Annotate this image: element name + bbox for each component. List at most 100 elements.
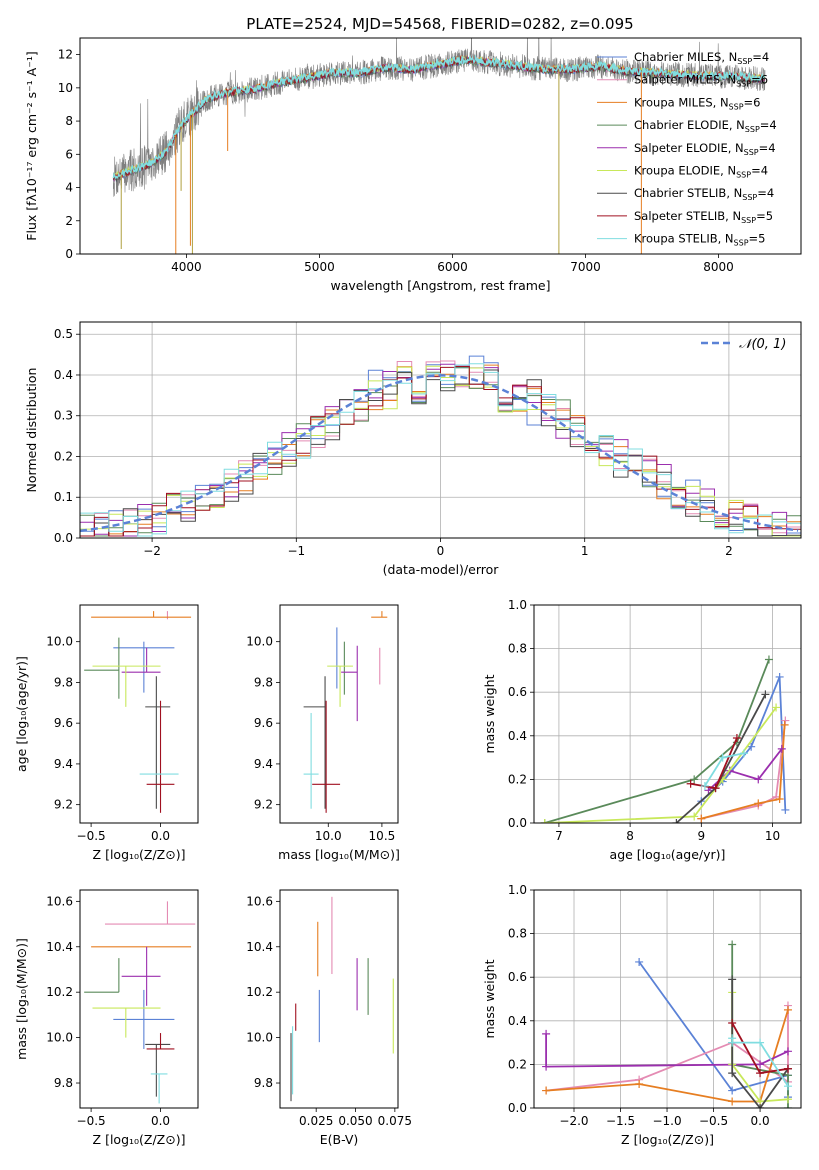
- weight-point-marker: [754, 775, 763, 784]
- y-tick-label: 0.4: [508, 1014, 527, 1028]
- y-tick-label: 0.8: [508, 642, 527, 656]
- y-tick-label: 4: [65, 181, 73, 195]
- y-axis-label: age [log₁₀(age/yr)]: [14, 656, 29, 772]
- plot-area: [84, 611, 192, 813]
- axes-frame: [79, 37, 802, 255]
- weight-point-marker: [732, 733, 741, 742]
- x-tick-label: −1.5: [606, 1114, 635, 1128]
- grid-lines: [534, 889, 801, 1109]
- axes-frame: [279, 604, 399, 824]
- plot-area: [540, 655, 790, 823]
- errorbar-point: [91, 611, 192, 618]
- plot-area: [80, 355, 801, 538]
- errorbar-point: [92, 665, 161, 707]
- panel-weight-vs-Z: −2.0 −1.5 −1.0 −0.5 0.0 0.0 0.2 0.4 0.6 0.8 1.0 Z […: [482, 883, 802, 1147]
- figure-title: PLATE=2524, MJD=54568, FIBERID=0282, z=0…: [246, 15, 633, 33]
- y-tick-label: 0.0: [508, 816, 527, 830]
- x-tick-label: −0.5: [699, 1114, 728, 1128]
- x-tick-label: 0.0: [151, 829, 170, 843]
- weight-point-marker: [711, 784, 720, 793]
- axes-frame: [79, 321, 802, 539]
- legend-entry: Salpeter MILES, NSSP=6: [634, 73, 768, 89]
- plot-area: [542, 940, 792, 1108]
- weight-point-marker: [542, 1062, 551, 1071]
- y-axis-label: mass [log₁₀(M/M⊙)]: [14, 938, 29, 1060]
- y-tick-label: 1.0: [508, 598, 527, 612]
- axes-decor: 10.0 10.5 9.2 9.4 9.6 9.8 10.0 mass [log₁₀(M/M⊙…: [246, 604, 400, 862]
- weight-point-marker: [756, 1104, 765, 1108]
- weight-series-line: [545, 1033, 789, 1068]
- weight-point-marker: [686, 779, 695, 788]
- plot-area: [290, 896, 394, 1102]
- y-tick-label: 0.0: [54, 531, 73, 545]
- axes-decor: −2 −1 0 1 2 0.0 0.1 0.2 0.3 0.4 0.5 (data-model)/er…: [24, 321, 802, 577]
- y-tick-label: 0.5: [54, 327, 73, 341]
- y-tick-label: 10.0: [46, 1031, 73, 1045]
- errorbar-point: [113, 989, 175, 1049]
- weight-point-marker: [777, 744, 786, 753]
- plot-area: [303, 611, 388, 813]
- panel-mass-vs-Z: −0.5 0.0 9.8 10.0 10.2 10.4 10.6 Z [log₁₀(Z/Z⊙)…: [14, 889, 199, 1147]
- y-tick-label: 9.4: [54, 757, 73, 771]
- y-tick-label: 0: [65, 247, 73, 261]
- y-tick-label: 9.8: [54, 1076, 73, 1090]
- x-tick-label: −2: [143, 544, 161, 558]
- weight-point-marker: [783, 1082, 792, 1091]
- errorbar-point: [92, 1007, 161, 1038]
- y-tick-label: 9.6: [54, 716, 73, 730]
- weight-point-marker: [728, 1018, 737, 1027]
- errorbar-point: [150, 1073, 168, 1104]
- y-tick-label: 10.0: [246, 635, 273, 649]
- weight-point-marker: [635, 957, 644, 966]
- weight-point-marker: [697, 814, 706, 823]
- errorbar-point: [341, 645, 358, 722]
- spectrum-legend: Chabrier MILES, NSSP=4 Salpeter MILES, NS…: [597, 50, 777, 248]
- weight-point-marker: [761, 690, 770, 699]
- legend-entry: Chabrier MILES, NSSP=4: [634, 50, 769, 66]
- axes-frame: [533, 889, 802, 1109]
- errorbar-point: [371, 611, 388, 618]
- y-axis-label: mass weight: [482, 674, 497, 753]
- panel-age-vs-Z: −0.5 0.0 9.2 9.4 9.6 9.8 10.0 Z [log₁₀(Z/Z⊙)] ag…: [14, 604, 199, 862]
- weight-point-marker: [728, 940, 737, 949]
- weight-point-marker: [635, 1080, 644, 1089]
- weight-point-marker: [783, 1005, 792, 1014]
- weight-series-line: [675, 693, 767, 823]
- grid-lines: [534, 604, 801, 824]
- x-tick-label: 10: [765, 829, 780, 843]
- legend-entry: Kroupa MILES, NSSP=6: [634, 95, 760, 111]
- errorbar-point: [145, 676, 171, 809]
- y-tick-label: 6: [65, 147, 73, 161]
- x-tick-label: −0.5: [77, 1114, 106, 1128]
- x-tick-label: 5000: [304, 260, 335, 274]
- y-tick-label: 10.6: [46, 894, 73, 908]
- y-tick-label: 9.8: [54, 675, 73, 689]
- x-axis-label: (data-model)/error: [383, 562, 500, 577]
- axes-decor: −0.5 0.0 9.2 9.4 9.6 9.8 10.0 Z [log₁₀(Z/Z⊙)] ag…: [14, 604, 199, 862]
- y-tick-label: 0.2: [54, 449, 73, 463]
- weight-point-marker: [780, 720, 789, 729]
- weight-series-line: [544, 706, 777, 823]
- y-tick-label: 10.4: [246, 940, 273, 954]
- x-tick-label: 7: [555, 829, 563, 843]
- errorbar-point: [113, 641, 175, 693]
- y-tick-label: 9.2: [254, 798, 273, 812]
- axes-decor: −0.5 0.0 9.8 10.0 10.2 10.4 10.6 Z [log₁₀(Z/Z⊙)…: [14, 889, 199, 1147]
- weight-point-marker: [764, 655, 773, 664]
- spectrum-model-line: [112, 54, 766, 180]
- legend-entry: Salpeter STELIB, NSSP=5: [634, 209, 773, 225]
- weight-point-marker: [718, 753, 727, 762]
- histogram-steps: [80, 363, 801, 538]
- y-tick-label: 1.0: [508, 883, 527, 897]
- errorbar-point: [104, 901, 196, 925]
- axes-frame: [533, 604, 802, 824]
- x-tick-label: 8000: [703, 260, 734, 274]
- weight-point-marker: [728, 1097, 737, 1106]
- weight-point-marker: [783, 1047, 792, 1056]
- legend-entry: Kroupa STELIB, NSSP=5: [634, 232, 765, 248]
- x-axis-label: age [log₁₀(age/yr)]: [610, 847, 726, 862]
- x-tick-label: 6000: [437, 260, 468, 274]
- weight-point-marker: [700, 781, 709, 790]
- axes-decor: 4000 5000 6000 7000 8000 0 2 4 6 8 10 12 wavelength …: [24, 37, 802, 293]
